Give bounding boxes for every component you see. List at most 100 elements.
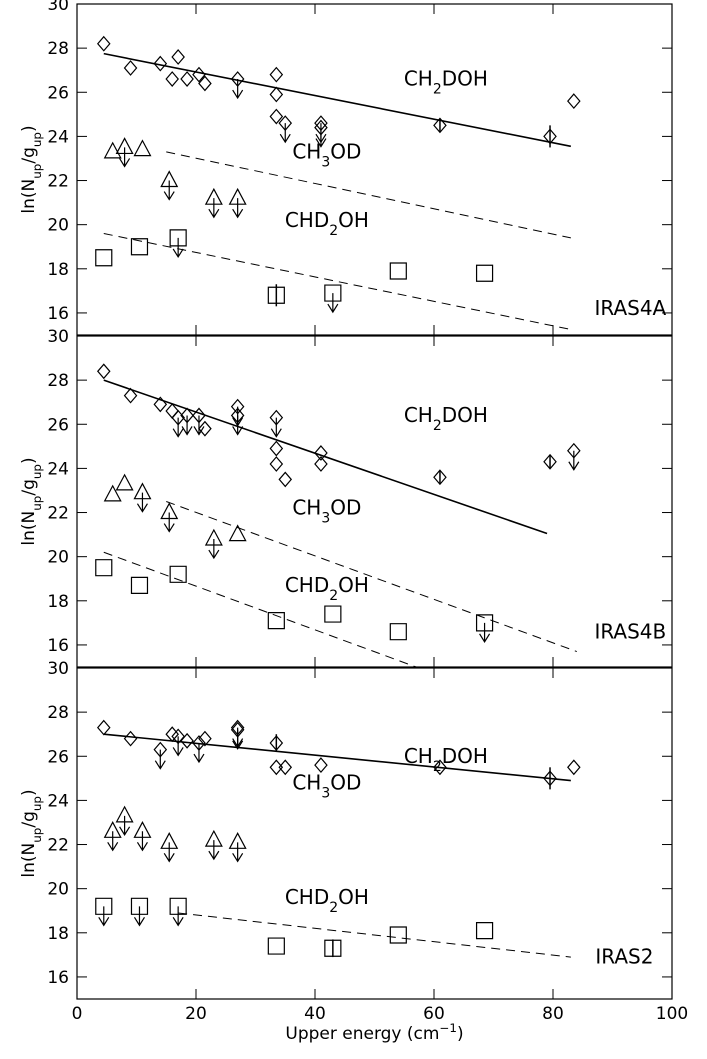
plot-frame [76, 335, 673, 668]
upper-limit-arrow [172, 736, 184, 757]
text-part: /g [19, 811, 39, 828]
panel-label: IRAS2 [595, 945, 653, 969]
upper-limit-arrow [119, 147, 131, 168]
data-point [169, 897, 187, 915]
y-tick-label: 26 [47, 415, 69, 435]
upper-limit-arrow [208, 840, 220, 861]
upper-limit-arrow [232, 842, 244, 863]
fit-line [103, 52, 572, 148]
text-part: up [30, 828, 44, 843]
text-part: OH [338, 208, 369, 232]
species-label: CH2DOH [404, 744, 488, 775]
text-part: 3 [321, 154, 330, 170]
data-point [130, 897, 149, 915]
y-tick-label: 30 [47, 327, 69, 347]
data-point [267, 612, 285, 630]
data-point [165, 71, 179, 87]
data-point [269, 108, 284, 125]
data-point [130, 576, 149, 594]
data-point [314, 445, 328, 461]
data-point [165, 726, 179, 743]
x-tick-label: 60 [423, 1004, 445, 1024]
upper-limit-arrow [181, 415, 193, 436]
y-tick-label: 24 [47, 459, 69, 479]
fit-line [103, 551, 417, 668]
upper-limit-arrow [232, 729, 244, 750]
text-part: up [30, 164, 44, 179]
data-point [103, 141, 122, 159]
upper-limit-arrow [193, 743, 205, 764]
text-part: up [30, 796, 44, 811]
text-part: 2 [329, 900, 338, 916]
data-point [475, 614, 494, 632]
y-tick-label: 24 [47, 127, 69, 147]
data-point [269, 66, 284, 83]
data-point [180, 71, 194, 87]
y-tick-label: 18 [47, 260, 69, 280]
text-part: CH [292, 496, 321, 520]
text-part: /g [19, 479, 39, 496]
upper-limit-arrow [133, 906, 145, 927]
text-part: ln(N [19, 511, 39, 546]
species-label: CH2DOH [404, 403, 488, 434]
data-point [389, 623, 407, 641]
data-point [269, 456, 284, 472]
y-tick-label: 20 [47, 216, 69, 236]
upper-limit-arrow [98, 906, 110, 927]
upper-limit-arrow [270, 417, 282, 438]
data-point [95, 897, 113, 915]
text-part: 3 [321, 785, 330, 801]
upper-limit-arrow [163, 180, 175, 201]
y-tick-label: 26 [47, 83, 69, 103]
data-point [543, 453, 557, 470]
x-axis-label: Upper energy (cm−1) [285, 1021, 463, 1044]
text-part: CHD [285, 885, 329, 909]
species-label: CHD2OH [285, 573, 369, 604]
text-part: 2 [433, 82, 442, 98]
data-point [567, 759, 581, 776]
y-tick-label: 30 [47, 0, 69, 15]
y-tick-label: 18 [47, 924, 69, 944]
fit-line [166, 501, 577, 653]
text-part: 2 [329, 223, 338, 239]
text-part: /g [19, 147, 39, 164]
data-point [192, 66, 206, 83]
y-axis-label: ln(Nup/gup) [19, 457, 44, 545]
data-point [324, 939, 342, 957]
data-point [95, 249, 113, 267]
data-point [165, 403, 179, 419]
x-tick-label: 20 [185, 1004, 207, 1024]
y-tick-label: 26 [47, 747, 69, 767]
data-point [153, 396, 168, 413]
data-point [567, 93, 581, 110]
y-tick-label: 28 [47, 371, 69, 391]
y-tick-label: 16 [47, 304, 69, 324]
upper-limit-arrow [568, 450, 580, 471]
upper-limit-arrow [208, 198, 220, 219]
data-point [269, 86, 284, 103]
data-point [269, 759, 284, 776]
upper-limit-arrow [232, 415, 244, 436]
text-part: Upper energy (cm [285, 1024, 439, 1044]
y-tick-label: 18 [47, 592, 69, 612]
data-point [198, 75, 212, 92]
upper-limit-arrow [327, 293, 339, 314]
data-point [433, 117, 447, 134]
text-part: ) [19, 457, 39, 464]
text-part: 3 [321, 511, 330, 527]
x-tick-label: 0 [72, 1004, 83, 1024]
data-point [267, 937, 285, 955]
text-part: CHD [285, 573, 329, 597]
text-part: up [30, 464, 44, 479]
text-part: CH [292, 139, 321, 163]
fit-line [166, 151, 571, 239]
plot-frame [76, 3, 673, 336]
y-tick-label: 22 [47, 504, 69, 524]
text-part: ) [19, 125, 39, 132]
upper-limit-arrow [107, 831, 119, 852]
species-label: CH3OD [292, 139, 361, 170]
text-part: ) [19, 789, 39, 796]
data-point [198, 420, 212, 437]
data-point [123, 60, 138, 76]
text-part: DOH [442, 744, 488, 768]
